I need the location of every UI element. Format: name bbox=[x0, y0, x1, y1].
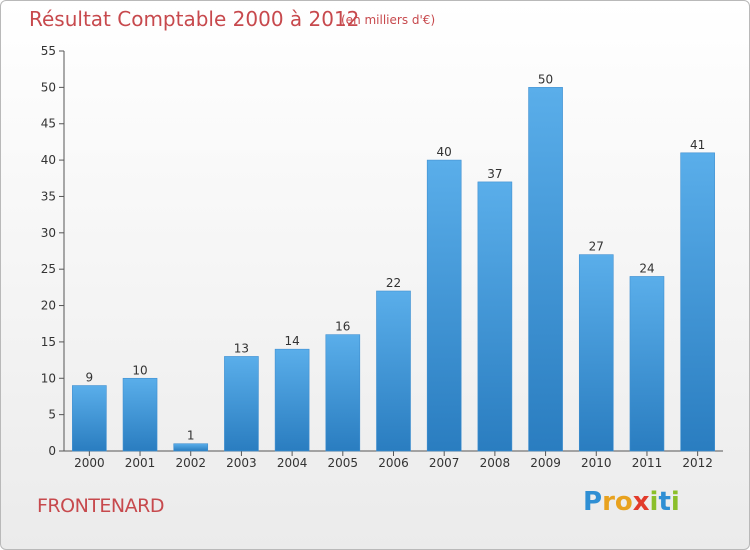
data-label-2000: 9 bbox=[86, 371, 94, 385]
y-tick-label: 35 bbox=[41, 189, 56, 203]
bar-2010 bbox=[578, 254, 614, 452]
x-tick-label: 2002 bbox=[175, 456, 206, 470]
data-label-2012: 41 bbox=[690, 138, 705, 152]
bar-2007 bbox=[426, 159, 462, 452]
logo-letter: o bbox=[614, 487, 633, 517]
logo-letter: x bbox=[632, 487, 650, 517]
bar-2009 bbox=[528, 87, 563, 452]
bar-2005 bbox=[325, 334, 361, 452]
y-tick-label: 40 bbox=[41, 153, 56, 167]
data-label-2003: 13 bbox=[234, 341, 249, 355]
y-tick-label: 45 bbox=[41, 117, 56, 131]
y-tick-label: 30 bbox=[41, 226, 56, 240]
logo-letter: t bbox=[658, 487, 671, 517]
x-tick-label: 2008 bbox=[480, 456, 511, 470]
logo-letter: P bbox=[583, 487, 603, 517]
bar-2011 bbox=[629, 276, 665, 452]
data-label-2010: 27 bbox=[589, 240, 604, 254]
x-tick-label: 2004 bbox=[277, 456, 308, 470]
chart-axes: 0 5 10 15 20 25 30 35 40 45 50 55 2000 2001 2002 2003 20… bbox=[41, 44, 723, 470]
y-tick-label: 25 bbox=[41, 262, 56, 276]
data-label-2007: 40 bbox=[437, 145, 452, 159]
chart-title: Résultat Comptable 2000 à 2012 bbox=[29, 7, 360, 31]
logo-letter: i bbox=[670, 487, 680, 517]
proxiti-logo: Proxiti bbox=[583, 487, 680, 517]
data-label-2011: 24 bbox=[639, 261, 654, 275]
y-tick-label: 10 bbox=[41, 371, 56, 385]
y-tick-label: 0 bbox=[48, 444, 56, 458]
bar-2000 bbox=[72, 385, 107, 452]
commune-name: FRONTENARD bbox=[37, 495, 164, 517]
bar-2002 bbox=[173, 443, 209, 452]
x-tick-label: 2012 bbox=[682, 456, 713, 470]
data-label-2006: 22 bbox=[386, 276, 401, 290]
x-tick-label: 2003 bbox=[226, 456, 257, 470]
x-tick-label: 2009 bbox=[530, 456, 561, 470]
x-tick-label: 2010 bbox=[581, 456, 612, 470]
bar-2001 bbox=[122, 377, 158, 452]
bar-2004 bbox=[274, 348, 310, 452]
x-tick-label: 2000 bbox=[74, 456, 105, 470]
data-label-2001: 10 bbox=[132, 363, 147, 377]
logo-letter: i bbox=[649, 487, 659, 517]
x-tick-label: 2005 bbox=[328, 456, 359, 470]
logo-letter: r bbox=[602, 487, 615, 517]
chart-labels: 9 10 1 13 14 16 22 40 37 50 27 24 41 bbox=[86, 72, 706, 442]
data-label-2009: 50 bbox=[538, 72, 553, 86]
chart-subtitle: (en milliers d'€) bbox=[341, 13, 436, 27]
x-tick-label: 2006 bbox=[378, 456, 409, 470]
data-label-2008: 37 bbox=[487, 167, 502, 181]
data-label-2005: 16 bbox=[335, 320, 350, 334]
bar-2012 bbox=[680, 152, 715, 452]
y-tick-label: 50 bbox=[41, 80, 56, 94]
bar-2006 bbox=[376, 290, 411, 452]
bar-2008 bbox=[477, 181, 513, 452]
y-tick-label: 5 bbox=[48, 408, 56, 422]
x-tick-label: 2007 bbox=[429, 456, 460, 470]
data-label-2002: 1 bbox=[187, 429, 195, 443]
y-tick-label: 55 bbox=[41, 44, 56, 58]
bar-2003 bbox=[224, 356, 259, 452]
y-tick-label: 20 bbox=[41, 299, 56, 313]
x-tick-label: 2001 bbox=[125, 456, 156, 470]
chart-bars bbox=[72, 87, 715, 452]
x-tick-label: 2011 bbox=[632, 456, 663, 470]
y-tick-label: 15 bbox=[41, 335, 56, 349]
data-label-2004: 14 bbox=[284, 334, 299, 348]
